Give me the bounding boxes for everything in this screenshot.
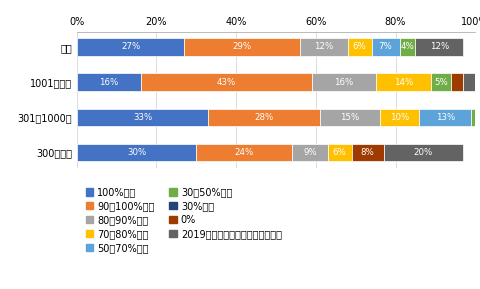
Bar [348,38,372,55]
Bar [399,38,415,55]
Bar [141,73,312,91]
Bar [380,109,420,126]
Text: 33%: 33% [133,113,152,122]
Bar [300,38,348,55]
Bar [420,109,471,126]
Text: 10%: 10% [390,113,409,122]
Bar [415,38,463,55]
Bar [463,73,475,91]
Text: 15%: 15% [340,113,360,122]
Text: 27%: 27% [121,42,140,51]
Text: 14%: 14% [394,77,413,87]
Bar [184,38,300,55]
Bar [432,73,451,91]
Text: 12%: 12% [314,42,334,51]
Text: 43%: 43% [216,77,236,87]
Text: 9%: 9% [303,148,317,157]
Bar [376,73,432,91]
Text: 16%: 16% [334,77,353,87]
Text: 30%: 30% [127,148,146,157]
Text: 6%: 6% [353,42,367,51]
Text: 29%: 29% [233,42,252,51]
Bar [77,73,141,91]
Text: 6%: 6% [333,148,347,157]
Text: 20%: 20% [414,148,433,157]
Bar [320,109,380,126]
Text: 24%: 24% [235,148,254,157]
Text: 8%: 8% [361,148,374,157]
Bar [208,109,320,126]
Text: 12%: 12% [430,42,449,51]
Bar [352,144,384,162]
Text: 7%: 7% [379,42,393,51]
Bar [384,144,463,162]
Text: 16%: 16% [99,77,118,87]
Bar [372,38,399,55]
Bar [471,109,475,126]
Text: 5%: 5% [434,77,448,87]
Bar [312,73,376,91]
Bar [328,144,352,162]
Bar [451,73,463,91]
Bar [77,109,208,126]
Text: 4%: 4% [401,42,414,51]
Bar [196,144,292,162]
Bar [77,38,184,55]
Text: 13%: 13% [436,113,455,122]
Bar [292,144,328,162]
Text: 28%: 28% [254,113,274,122]
Bar [77,144,196,162]
Legend: 100%以上, 90～100%未満, 80～90%未満, 70～80%未満, 50～70%未満, 30～50%未満, 30%未満, 0%, 2019年卒は採用活: 100%以上, 90～100%未満, 80～90%未満, 70～80%未満, 5… [82,183,286,257]
